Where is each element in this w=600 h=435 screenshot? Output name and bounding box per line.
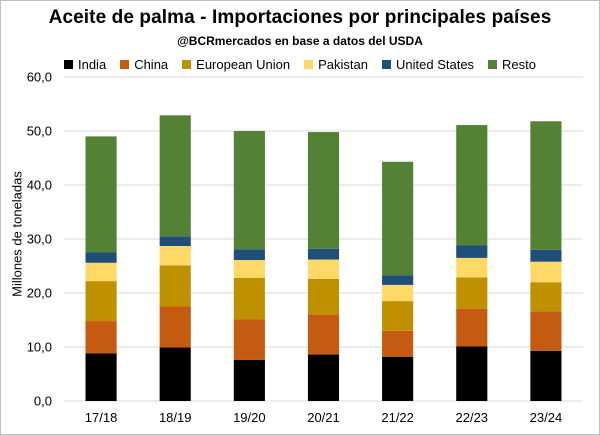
- legend-item-united-states: United States: [382, 57, 474, 72]
- legend-swatch: [382, 59, 391, 69]
- bar-segment-pakistan-21-22: [382, 284, 414, 302]
- chart-subtitle: @BCRmercados en base a datos del USDA: [177, 34, 423, 48]
- y-tick-label: 20,0: [27, 286, 52, 301]
- bar-segment-india-23-24: [530, 350, 562, 401]
- legend-label: China: [134, 56, 169, 72]
- legend-swatch: [63, 59, 73, 69]
- bar-segment-resto-23-24: [530, 121, 562, 250]
- bar-segment-china-23-24: [530, 311, 562, 351]
- bar-segment-india-17-18: [85, 353, 117, 401]
- legend-item-pakistan: Pakistan: [304, 57, 368, 72]
- bar-segment-pakistan-20-21: [307, 259, 340, 279]
- bar-segment-pakistan-23-24: [530, 261, 562, 283]
- bar-segment-china-21-22: [382, 330, 414, 357]
- bar-segment-european-union-17-18: [85, 281, 117, 322]
- bar-segment-resto-17-18: [85, 136, 117, 253]
- bar-segment-european-union-21-22: [382, 301, 414, 331]
- bar-segment-european-union-22-23: [456, 277, 488, 309]
- bar-segment-india-18-19: [159, 347, 191, 401]
- legend-item-china: China: [120, 57, 168, 72]
- legend-item-india: India: [63, 56, 107, 72]
- legend-swatch: [120, 59, 130, 69]
- bar-segment-china-18-19: [159, 306, 191, 348]
- bar-segment-india-21-22: [382, 356, 414, 401]
- legend-swatch: [488, 59, 498, 69]
- bar-segment-resto-20-21: [307, 132, 340, 249]
- bar-segment-european-union-18-19: [159, 265, 191, 307]
- bar-segment-united-states-18-19: [159, 236, 191, 247]
- bar-segment-united-states-17-18: [85, 252, 117, 263]
- y-tick-label: 10,0: [27, 340, 52, 355]
- legend-label: Pakistan: [318, 56, 368, 72]
- bar-segment-resto-22-23: [456, 125, 488, 246]
- bar-segment-resto-19-20: [233, 131, 265, 250]
- bar-segment-india-20-21: [307, 354, 340, 401]
- bar-segment-pakistan-22-23: [456, 257, 488, 278]
- y-tick-label: 0,0: [34, 394, 52, 409]
- bar-segment-european-union-23-24: [530, 282, 562, 312]
- bar-segment-european-union-20-21: [307, 278, 340, 315]
- chart-title: Aceite de palma - Importaciones por prin…: [48, 7, 552, 28]
- bar-segment-india-22-23: [456, 346, 488, 401]
- bar-segment-united-states-22-23: [456, 245, 488, 258]
- bar-segment-pakistan-17-18: [85, 262, 117, 282]
- x-tick-label: 18/19: [159, 410, 192, 425]
- x-tick-label: 19/20: [233, 410, 266, 425]
- legend-item-resto: Resto: [488, 57, 536, 72]
- chart-legend: India China European Union Pakistan United S…: [1, 55, 599, 73]
- bar-segment-pakistan-18-19: [159, 246, 191, 266]
- legend-label: European Union: [196, 56, 291, 72]
- legend-swatch: [182, 59, 192, 69]
- y-tick-label: 50,0: [27, 124, 52, 139]
- bar-segment-united-states-20-21: [307, 248, 340, 260]
- bar-segment-resto-18-19: [159, 115, 191, 237]
- legend-label: India: [77, 56, 107, 72]
- y-tick-label: 60,0: [27, 70, 52, 85]
- bar-segment-pakistan-19-20: [233, 260, 265, 278]
- y-tick-label: 40,0: [27, 178, 52, 193]
- bar-segment-european-union-19-20: [233, 277, 265, 320]
- bar-segment-india-19-20: [233, 359, 265, 401]
- x-tick-label: 23/24: [530, 410, 563, 425]
- x-tick-label: 21/22: [381, 410, 414, 425]
- bar-segment-united-states-19-20: [233, 249, 265, 261]
- bar-segment-china-17-18: [85, 321, 117, 354]
- bar-segment-resto-21-22: [382, 161, 414, 276]
- bar-segment-united-states-21-22: [382, 275, 414, 285]
- bar-segment-china-20-21: [307, 314, 340, 355]
- x-tick-label: 20/21: [307, 410, 340, 425]
- legend-item-european-union: European Union: [182, 57, 290, 72]
- legend-label: United States: [396, 56, 475, 72]
- legend-swatch: [304, 59, 314, 69]
- bar-segment-china-22-23: [456, 308, 488, 347]
- legend-label: Resto: [502, 56, 537, 72]
- x-tick-label: 22/23: [456, 410, 489, 425]
- y-tick-label: 30,0: [27, 232, 52, 247]
- bar-segment-united-states-23-24: [530, 249, 562, 262]
- bar-segment-china-19-20: [233, 319, 265, 360]
- x-tick-label: 17/18: [85, 410, 118, 425]
